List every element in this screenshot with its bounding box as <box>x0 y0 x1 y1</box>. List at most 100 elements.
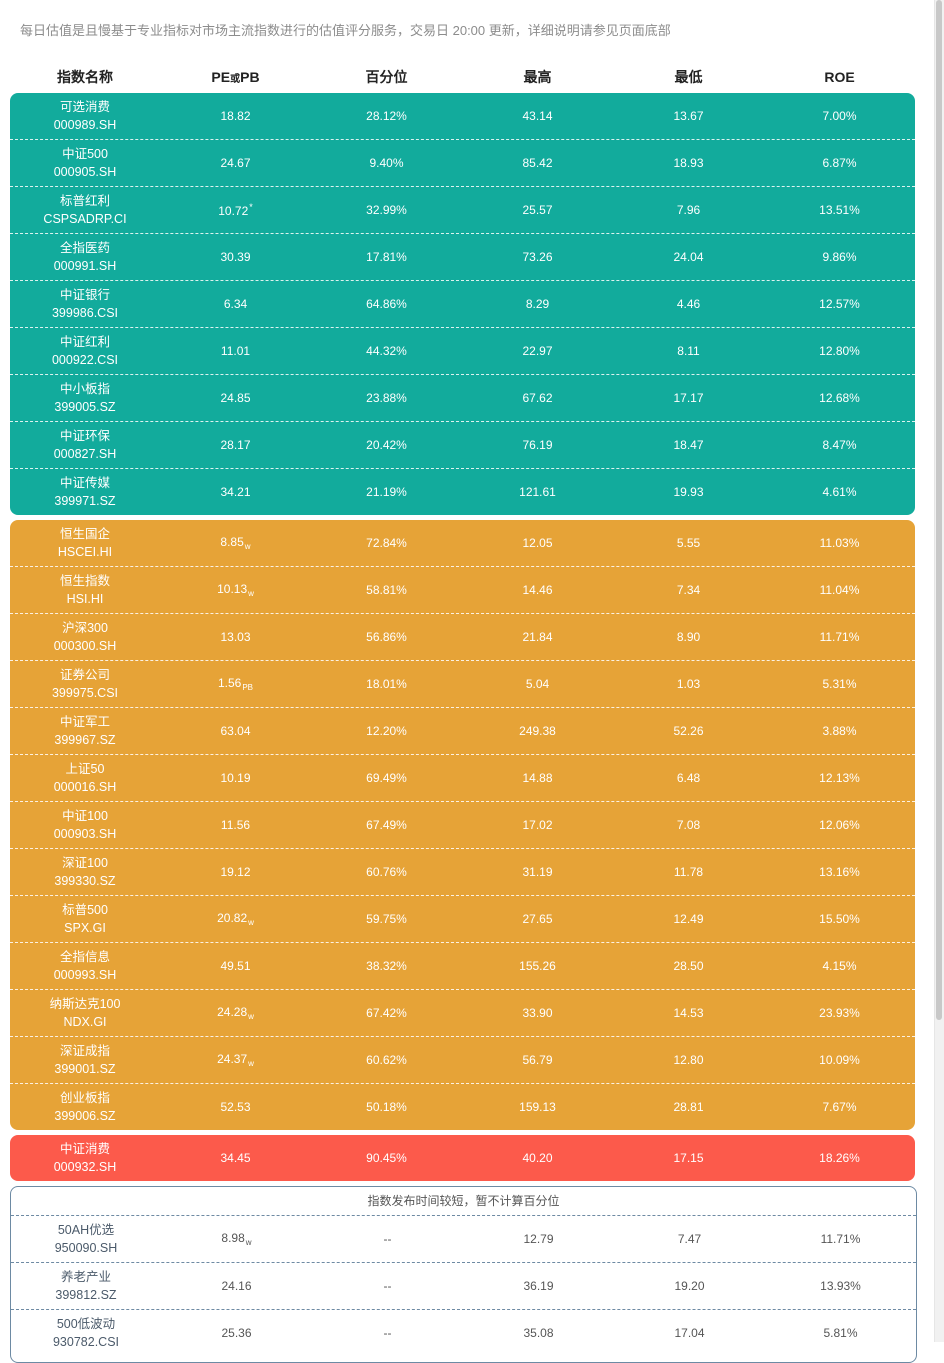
index-name: 中证环保 <box>59 429 110 443</box>
table-row[interactable]: 纳斯达克100 NDX.GI 24.28w 67.42% 33.90 14.53 23.93… <box>10 990 915 1037</box>
table-row[interactable]: 中证消费 000932.SH 34.45 90.45% 40.20 17.15 18.26% <box>10 1135 915 1181</box>
low-value: 7.47 <box>677 1232 702 1246</box>
percentile-value: 38.32% <box>366 959 407 973</box>
pe-value: 24.37w <box>217 1051 254 1069</box>
table-row[interactable]: 中证500 000905.SH 24.67 9.40% 85.42 18.93 6.87% <box>10 140 915 187</box>
table-row[interactable]: 中证军工 399967.SZ 63.04 12.20% 249.38 52.26 3.88% <box>10 708 915 755</box>
index-name: 500低波动 <box>56 1317 116 1331</box>
table-row[interactable]: 中证红利 000922.CSI 11.01 44.32% 22.97 8.11 12.80% <box>10 328 915 375</box>
index-name: 深证100 <box>62 856 108 870</box>
index-code: 000905.SH <box>53 165 117 179</box>
index-name-cell: 中证红利 000922.CSI <box>10 333 160 369</box>
pe-value: 28.17 <box>220 438 251 452</box>
index-name: 标普500 <box>62 903 108 917</box>
table-row[interactable]: 创业板指 399006.SZ 52.53 50.18% 159.13 28.81 7.67% <box>10 1084 915 1130</box>
index-name-cell: 中证军工 399967.SZ <box>10 713 160 749</box>
pe-value: 34.21 <box>220 485 251 499</box>
low-value: 17.15 <box>673 1151 704 1165</box>
header-percentile: 百分位 <box>365 69 408 85</box>
roe-value: 11.03% <box>819 536 860 550</box>
index-code: 399006.SZ <box>54 1109 116 1123</box>
roe-value: 5.31% <box>822 677 857 691</box>
high-value: 17.02 <box>522 818 553 832</box>
scrollbar[interactable] <box>934 0 944 1342</box>
table-row[interactable]: 全指医药 000991.SH 30.39 17.81% 73.26 24.04 9.86% <box>10 234 915 281</box>
table-row[interactable]: 深证100 399330.SZ 19.12 60.76% 31.19 11.78 13.16… <box>10 849 915 896</box>
table-row[interactable]: 上证50 000016.SH 10.19 69.49% 14.88 6.48 12.13% <box>10 755 915 802</box>
pe-value: 49.51 <box>220 959 251 973</box>
low-value: 11.78 <box>673 865 704 879</box>
table-row[interactable]: 沪深300 000300.SH 13.03 56.86% 21.84 8.90 11.71% <box>10 614 915 661</box>
index-name-cell: 证券公司 399975.CSI <box>10 666 160 702</box>
table-row[interactable]: 中证传媒 399971.SZ 34.21 21.19% 121.61 19.93 4.61% <box>10 469 915 515</box>
table-row[interactable]: 500低波动 930782.CSI 25.36 -- 35.08 17.04 5.81% <box>11 1310 916 1356</box>
index-name: 中证传媒 <box>59 476 110 490</box>
high-value: 73.26 <box>522 250 553 264</box>
table-row[interactable]: 中证100 000903.SH 11.56 67.49% 17.02 7.08 12.06% <box>10 802 915 849</box>
index-code: NDX.GI <box>63 1015 107 1029</box>
pe-subscript: w <box>248 918 254 928</box>
percentile-value: 90.45% <box>366 1151 407 1165</box>
table-row[interactable]: 恒生指数 HSI.HI 10.13w 58.81% 14.46 7.34 11.04% <box>10 567 915 614</box>
index-name: 中证红利 <box>59 335 110 349</box>
index-code: 399971.SZ <box>54 494 116 508</box>
high-value: 14.46 <box>522 583 553 597</box>
index-code: 000993.SH <box>53 968 117 982</box>
index-name-cell: 50AH优选 950090.SH <box>11 1221 161 1257</box>
high-value: 159.13 <box>519 1100 556 1114</box>
index-name-cell: 全指医药 000991.SH <box>10 239 160 275</box>
low-value: 12.80 <box>673 1053 704 1067</box>
percentile-value: 20.42% <box>366 438 407 452</box>
low-value: 6.48 <box>676 771 701 785</box>
low-value: 7.34 <box>676 583 701 597</box>
header-low: 最低 <box>674 69 703 85</box>
table-row[interactable]: 中证环保 000827.SH 28.17 20.42% 76.19 18.47 8.47% <box>10 422 915 469</box>
undervalued-group: 可选消费 000989.SH 18.82 28.12% 43.14 13.67 7.00% 中… <box>10 93 915 515</box>
table-row[interactable]: 全指信息 000993.SH 49.51 38.32% 155.26 28.50 4.15% <box>10 943 915 990</box>
table-row[interactable]: 养老产业 399812.SZ 24.16 -- 36.19 19.20 13.93% <box>11 1263 916 1310</box>
percentile-value: 12.20% <box>366 724 407 738</box>
pe-value: 24.85 <box>220 391 251 405</box>
index-name-cell: 中小板指 399005.SZ <box>10 380 160 416</box>
percentile-value: -- <box>383 1279 392 1293</box>
percentile-value: 32.99% <box>366 203 407 217</box>
index-name: 可选消费 <box>59 100 110 114</box>
index-name: 创业板指 <box>59 1091 110 1105</box>
table-row[interactable]: 标普红利 CSPSADRP.CI 10.72* 32.99% 25.57 7.96 13.5… <box>10 187 915 234</box>
percentile-value: 59.75% <box>366 912 407 926</box>
index-name: 深证成指 <box>59 1044 110 1058</box>
low-value: 5.55 <box>676 536 701 550</box>
table-row[interactable]: 50AH优选 950090.SH 8.98w -- 12.79 7.47 11.71% <box>11 1216 916 1263</box>
index-code: 000991.SH <box>53 259 117 273</box>
table-row[interactable]: 可选消费 000989.SH 18.82 28.12% 43.14 13.67 7.00% <box>10 93 915 140</box>
index-name-cell: 中证银行 399986.CSI <box>10 286 160 322</box>
high-value: 36.19 <box>523 1279 554 1293</box>
table-row[interactable]: 证券公司 399975.CSI 1.56PB 18.01% 5.04 1.03 5.31% <box>10 661 915 708</box>
percentile-value: 44.32% <box>366 344 407 358</box>
pe-mark: * <box>249 202 253 212</box>
index-name: 上证50 <box>65 762 105 776</box>
percentile-value: -- <box>383 1232 392 1246</box>
pe-value: 30.39 <box>220 250 251 264</box>
index-name-cell: 沪深300 000300.SH <box>10 619 160 655</box>
pe-value: 34.45 <box>220 1151 251 1165</box>
no-percentile-group: 指数发布时间较短，暂不计算百分位 50AH优选 950090.SH 8.98w -- 1… <box>10 1186 917 1363</box>
pe-subscript: w <box>244 542 251 552</box>
low-value: 28.50 <box>673 959 704 973</box>
scrollbar-thumb[interactable] <box>936 0 942 1020</box>
index-name-cell: 深证成指 399001.SZ <box>10 1042 160 1078</box>
table-row[interactable]: 深证成指 399001.SZ 24.37w 60.62% 56.79 12.80 10.09… <box>10 1037 915 1084</box>
index-name: 恒生指数 <box>59 574 110 588</box>
table-row[interactable]: 中小板指 399005.SZ 24.85 23.88% 67.62 17.17 12.68% <box>10 375 915 422</box>
table-row[interactable]: 标普500 SPX.GI 20.82w 59.75% 27.65 12.49 15.50% <box>10 896 915 943</box>
index-name-cell: 上证50 000016.SH <box>10 760 160 796</box>
pe-value: 10.13w <box>217 581 254 599</box>
table-row[interactable]: 恒生国企 HSCEI.HI 8.85w 72.84% 12.05 5.55 11.03% <box>10 520 915 567</box>
pe-value: 52.53 <box>220 1100 251 1114</box>
index-name-cell: 500低波动 930782.CSI <box>11 1315 161 1351</box>
high-value: 121.61 <box>519 485 556 499</box>
index-name-cell: 纳斯达克100 NDX.GI <box>10 995 160 1031</box>
table-row[interactable]: 中证银行 399986.CSI 6.34 64.86% 8.29 4.46 12.57% <box>10 281 915 328</box>
low-value: 18.47 <box>673 438 704 452</box>
header-roe: ROE <box>824 69 855 85</box>
